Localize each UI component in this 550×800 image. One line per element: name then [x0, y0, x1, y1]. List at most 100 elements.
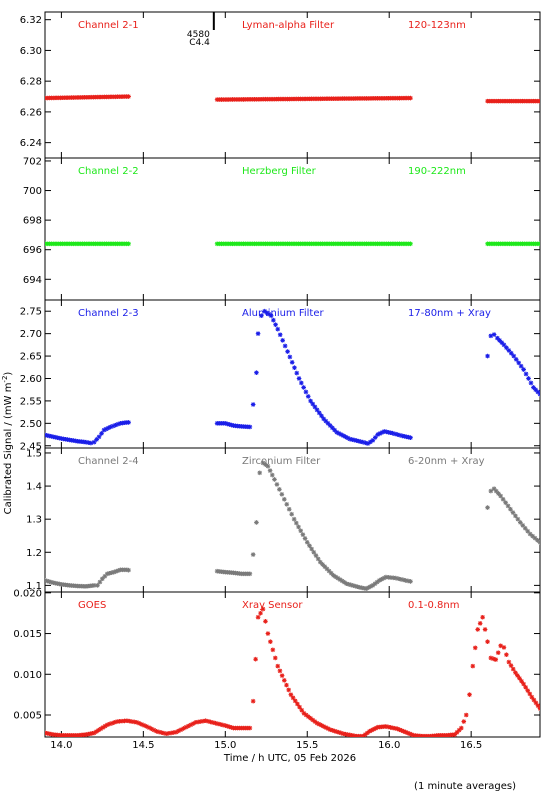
channel-label: Channel 2-4 — [78, 456, 139, 467]
data-point — [516, 360, 521, 366]
data-point — [176, 728, 181, 734]
data-point — [351, 437, 357, 443]
data-point — [537, 241, 540, 247]
data-point — [282, 678, 287, 683]
data-point — [124, 718, 130, 724]
data-point — [316, 410, 322, 416]
data-point — [272, 655, 278, 661]
y-tick-label: 0.005 — [13, 711, 42, 722]
data-point — [504, 652, 509, 658]
y-tick-label: 2.75 — [20, 307, 42, 318]
data-point — [407, 731, 412, 737]
data-point — [408, 241, 413, 247]
data-point — [327, 727, 333, 732]
y-tick-label: 2.45 — [20, 441, 42, 452]
data-point — [279, 492, 285, 497]
data-point — [227, 724, 232, 730]
data-point — [336, 431, 342, 436]
data-point — [285, 349, 290, 354]
data-point — [369, 727, 374, 733]
data-point — [342, 580, 347, 585]
data-point — [333, 574, 338, 580]
data-point — [336, 730, 342, 735]
data-point — [303, 712, 309, 718]
data-point — [327, 423, 333, 428]
data-point — [94, 437, 99, 442]
data-point — [288, 692, 294, 697]
data-point — [107, 570, 112, 576]
data-point — [279, 673, 285, 678]
y-tick-label: 1.3 — [26, 515, 42, 526]
data-point — [456, 727, 462, 733]
data-point — [356, 438, 361, 444]
band-label: 6-20nm + Xray — [408, 456, 485, 467]
data-point — [126, 241, 131, 247]
data-point — [510, 510, 516, 515]
data-point — [405, 578, 411, 584]
data-point — [495, 650, 501, 655]
data-point — [400, 577, 406, 583]
data-point — [108, 424, 113, 430]
data-point — [306, 714, 311, 719]
data-point — [388, 575, 394, 580]
data-point — [374, 579, 380, 585]
data-point — [480, 614, 485, 620]
data-point — [195, 719, 201, 725]
data-point — [220, 722, 226, 728]
data-point — [255, 614, 261, 620]
data-point — [363, 586, 369, 591]
data-point — [188, 722, 194, 728]
data-point — [339, 578, 345, 584]
data-point — [386, 575, 391, 580]
data-point — [96, 434, 102, 440]
data-point — [210, 720, 216, 725]
data-point — [537, 540, 540, 545]
data-point — [113, 422, 118, 428]
data-point — [292, 698, 298, 704]
data-point — [273, 322, 278, 327]
data-point — [533, 700, 539, 706]
data-point — [320, 562, 325, 567]
data-point — [493, 657, 499, 662]
data-point — [515, 516, 521, 522]
data-point — [371, 726, 376, 732]
data-point — [275, 663, 281, 669]
data-point — [297, 704, 302, 710]
data-point — [525, 688, 531, 693]
data-point — [186, 723, 191, 729]
filter-label: Herzberg Filter — [242, 166, 317, 177]
data-point — [98, 726, 104, 732]
data-point — [405, 730, 410, 736]
data-point — [144, 724, 149, 729]
data-point — [149, 726, 154, 732]
data-point — [101, 427, 107, 433]
data-point — [117, 719, 122, 724]
data-point — [111, 569, 117, 575]
data-point — [472, 645, 478, 651]
data-point — [379, 430, 385, 435]
y-tick-label: 2.55 — [20, 396, 42, 407]
band-label: 120-123nm — [408, 20, 466, 31]
data-point — [345, 435, 350, 441]
data-point — [132, 719, 137, 725]
x-tick-label: 16.5 — [460, 740, 482, 751]
data-point — [314, 407, 320, 413]
data-point — [322, 564, 328, 569]
data-point — [395, 576, 401, 581]
data-point — [263, 462, 268, 467]
data-point — [499, 340, 505, 345]
data-point — [343, 434, 348, 440]
data-point — [379, 577, 384, 582]
data-point — [537, 391, 540, 397]
data-point — [198, 719, 204, 724]
data-point — [247, 725, 253, 731]
data-point — [247, 571, 253, 577]
y-axis-label: Calibrated Signal / (mW m-2) — [1, 372, 14, 515]
data-point — [372, 435, 378, 440]
x-axis-label: Time / h UTC, 05 Feb 2026 — [223, 753, 356, 764]
data-point — [365, 730, 370, 736]
data-point — [269, 472, 275, 478]
channel-label: Channel 2-2 — [78, 166, 139, 177]
data-point — [277, 487, 282, 492]
data-point — [316, 721, 322, 727]
